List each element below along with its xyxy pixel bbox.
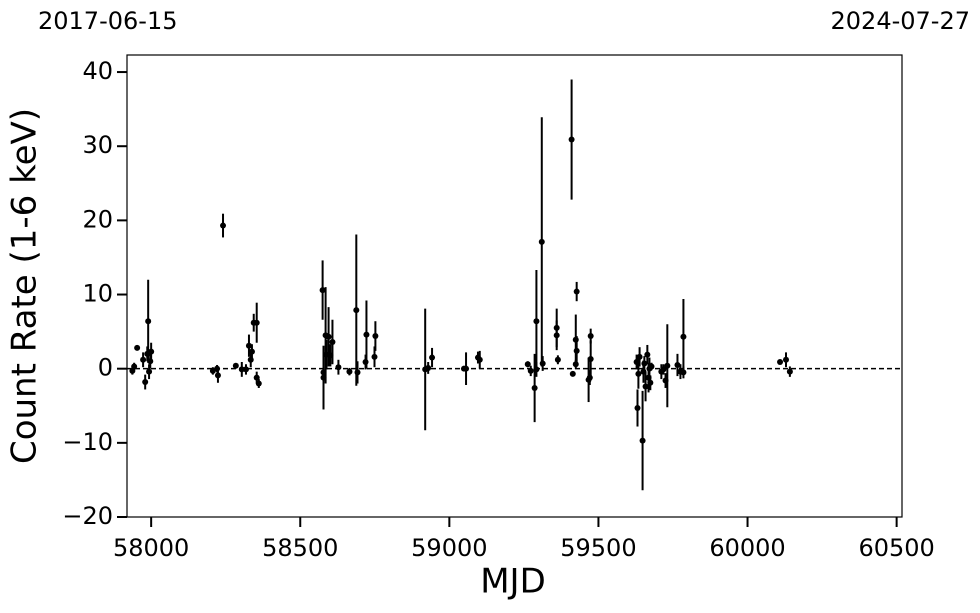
y-axis-label: Count Rate (1-6 keV) — [5, 108, 45, 464]
data-point — [648, 363, 655, 370]
end-date: 2024-07-27 — [831, 7, 970, 35]
x-tick-label: 59000 — [411, 534, 487, 562]
data-point — [660, 366, 667, 373]
data-point — [238, 366, 245, 373]
data-point — [680, 333, 687, 340]
data-point — [539, 360, 546, 367]
data-point — [142, 379, 149, 386]
data-point — [242, 366, 249, 373]
plot-frame — [126, 54, 903, 518]
y-tick-label: 0 — [98, 354, 113, 382]
data-point — [636, 353, 643, 360]
data-point — [463, 365, 470, 372]
data-point — [674, 361, 681, 368]
data-point — [587, 356, 594, 363]
data-point — [573, 288, 580, 295]
data-point — [680, 369, 687, 376]
data-point — [538, 238, 545, 245]
data-point — [554, 356, 561, 363]
x-tick-label: 58500 — [262, 534, 338, 562]
data-point — [533, 366, 540, 373]
data-point — [214, 372, 221, 379]
data-point — [255, 380, 262, 387]
x-tick-label: 59500 — [560, 534, 636, 562]
x-tick-label: 60000 — [709, 534, 785, 562]
data-point — [253, 319, 260, 326]
data-point — [220, 222, 227, 229]
data-point — [145, 318, 152, 325]
start-date: 2017-06-15 — [38, 7, 177, 35]
data-point — [639, 437, 646, 444]
data-point — [553, 332, 560, 339]
data-point — [569, 370, 576, 377]
data-point — [325, 333, 332, 340]
data-point — [777, 359, 784, 366]
data-point — [329, 338, 336, 345]
data-point — [783, 356, 790, 363]
data-point — [568, 136, 575, 143]
data-point — [647, 379, 654, 386]
data-point — [245, 342, 252, 349]
data-point — [319, 287, 326, 294]
data-point — [363, 331, 370, 338]
y-tick-label: −10 — [62, 428, 113, 456]
data-point — [587, 333, 594, 340]
data-point — [786, 368, 793, 375]
data-point — [346, 368, 353, 375]
data-point — [634, 404, 641, 411]
data-point — [131, 363, 138, 370]
x-tick-label: 58000 — [113, 534, 189, 562]
data-point — [147, 358, 154, 365]
y-tick-label: 40 — [82, 57, 113, 85]
data-point — [425, 364, 432, 371]
data-point — [524, 361, 531, 368]
x-axis-label: MJD — [480, 562, 546, 602]
x-tick-label: 60500 — [858, 534, 934, 562]
data-point — [146, 368, 153, 375]
data-point — [664, 362, 671, 369]
data-point — [527, 367, 534, 374]
data-point — [429, 354, 436, 361]
data-point — [335, 364, 342, 371]
data-point — [533, 318, 540, 325]
data-point — [140, 356, 147, 363]
y-tick-label: −20 — [62, 502, 113, 530]
data-point — [644, 351, 651, 358]
y-tick-label: 20 — [82, 205, 113, 233]
data-point — [354, 369, 361, 376]
data-point — [531, 384, 538, 391]
data-point — [641, 360, 648, 367]
data-point — [572, 361, 579, 368]
data-point — [371, 353, 378, 360]
data-point — [642, 383, 649, 390]
data-point — [635, 370, 642, 377]
data-point — [353, 307, 360, 314]
data-point — [248, 348, 255, 355]
data-point — [134, 344, 141, 351]
y-tick-label: 10 — [82, 280, 113, 308]
y-tick-label: 30 — [82, 131, 113, 159]
data-point — [148, 348, 155, 355]
data-point — [372, 333, 379, 340]
data-point — [476, 356, 483, 363]
data-point — [573, 347, 580, 354]
data-point — [232, 362, 239, 369]
